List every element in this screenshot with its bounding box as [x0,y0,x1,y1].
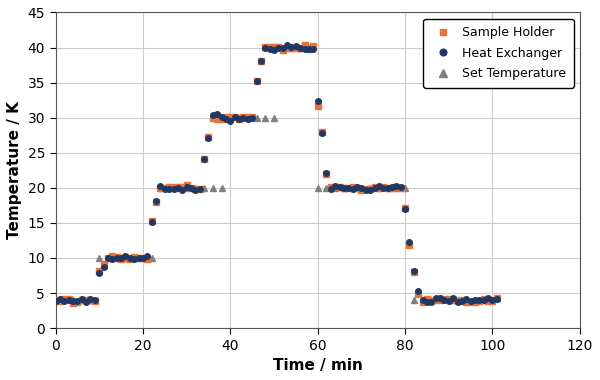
Sample Holder [139,256,146,260]
Heat Exchanger [371,185,378,190]
Sample Holder [152,200,160,204]
X-axis label: Time / min: Time / min [273,358,362,373]
Set Temperature [349,185,356,190]
Heat Exchanger [257,59,265,63]
Sample Holder [441,297,448,302]
Heat Exchanger [493,297,500,301]
Heat Exchanger [284,43,291,48]
Set Temperature [279,45,286,50]
Y-axis label: Temperature / K: Temperature / K [7,101,22,239]
Sample Holder [301,43,308,48]
Sample Holder [70,301,77,305]
Line: Sample Holder: Sample Holder [53,43,500,306]
Sample Holder [257,59,265,63]
Heat Exchanger [152,199,160,204]
Set Temperature [489,298,496,302]
Set Temperature [183,185,190,190]
Heat Exchanger [406,240,413,245]
Legend: Sample Holder, Heat Exchanger, Set Temperature: Sample Holder, Heat Exchanger, Set Tempe… [424,19,574,88]
Sample Holder [493,296,500,301]
Heat Exchanger [139,255,146,260]
Sample Holder [52,297,59,302]
Set Temperature [480,298,487,302]
Heat Exchanger [441,298,448,302]
Set Temperature [52,298,59,302]
Set Temperature [148,256,155,260]
Sample Holder [371,185,378,189]
Set Temperature [375,185,382,190]
Line: Set Temperature: Set Temperature [52,44,496,304]
Sample Holder [406,242,413,247]
Set Temperature [192,185,199,190]
Heat Exchanger [52,298,59,303]
Line: Heat Exchanger: Heat Exchanger [53,42,500,305]
Heat Exchanger [83,300,90,305]
